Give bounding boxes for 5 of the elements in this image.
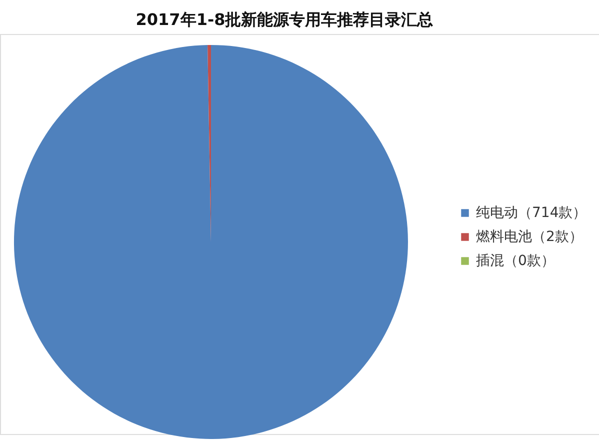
legend-label: 纯电动（714款） (476, 205, 587, 221)
legend-label: 燃料电池（2款） (476, 229, 583, 245)
legend-label: 插混（0款） (476, 253, 555, 269)
pie-slice (14, 45, 408, 439)
chart-title: 2017年1-8批新能源专用车推荐目录汇总 (136, 10, 434, 29)
